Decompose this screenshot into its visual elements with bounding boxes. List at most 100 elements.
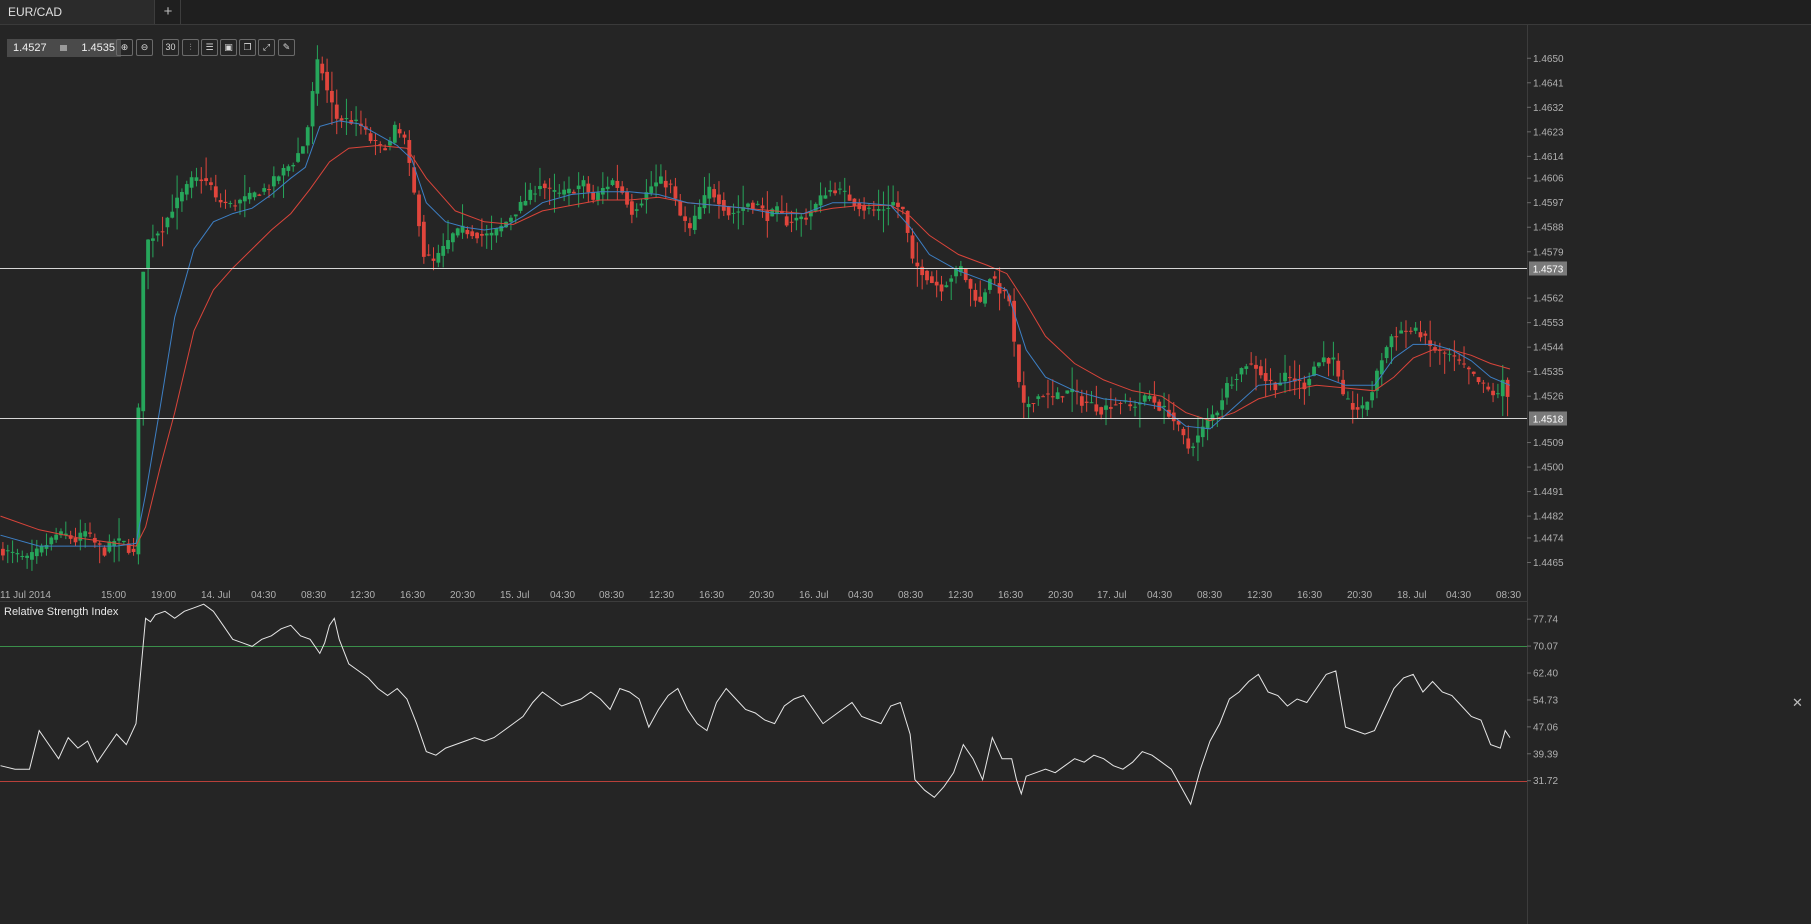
candle-body [538, 186, 542, 190]
timeframe-button[interactable]: 30 [162, 39, 179, 56]
candle-body [1302, 382, 1307, 390]
candle-body [750, 202, 755, 209]
expand-icon[interactable]: ⤢ [258, 39, 275, 56]
add-tab-button[interactable]: + [156, 0, 181, 24]
candle-body [388, 140, 392, 146]
candle-body [450, 233, 455, 243]
candle-body [649, 186, 654, 194]
x-tick-label: 08:30 [599, 590, 624, 601]
candle-body [397, 129, 402, 134]
candle-body [567, 188, 571, 194]
candle-body [446, 240, 450, 250]
candle-body [1491, 390, 1495, 396]
candle-body [1036, 396, 1041, 399]
candle-body [213, 186, 218, 198]
candle-body [683, 216, 687, 221]
candle-body [1055, 392, 1060, 399]
candle-body [402, 134, 407, 138]
candle-body [654, 182, 658, 187]
candle-body [300, 146, 305, 154]
x-tick-label: 04:30 [251, 590, 276, 601]
chart-settings-icon[interactable]: ▣ [220, 39, 237, 56]
x-tick-label: 12:30 [948, 590, 973, 601]
candle-body [34, 548, 39, 557]
candle-body [987, 279, 992, 290]
candle-body [1220, 400, 1225, 410]
candle-body [1084, 401, 1089, 403]
candle-body [644, 192, 649, 200]
candle-body [591, 191, 596, 200]
candle-body [954, 268, 958, 277]
candle-body [1152, 396, 1157, 403]
indicators-icon[interactable]: ☰ [201, 39, 218, 56]
candle-body [712, 189, 717, 198]
close-indicator-icon[interactable]: ✕ [1792, 695, 1803, 710]
y-tick-label: 1.4553 [1533, 318, 1564, 329]
candle-body [1104, 405, 1108, 410]
candle-body [886, 207, 891, 209]
candle-body [1026, 403, 1031, 408]
candle-body [765, 210, 770, 221]
candle-body [1046, 393, 1050, 395]
candle-body [997, 283, 1002, 294]
candle-body [900, 206, 905, 210]
candle-body [310, 91, 315, 127]
candle-body [625, 191, 629, 205]
candle-body [1108, 407, 1113, 409]
candle-body [334, 104, 339, 119]
candle-body [88, 532, 92, 534]
candle-body [1312, 366, 1316, 376]
candle-body [1239, 368, 1244, 375]
candle-body [112, 541, 117, 547]
rsi-y-tick-label: 70.07 [1533, 642, 1558, 653]
candle-body [673, 186, 678, 199]
zoom-out-icon[interactable]: ⊖ [136, 39, 153, 56]
candle-body [1, 548, 5, 556]
candle-body [189, 177, 194, 188]
candle-body [489, 232, 494, 236]
y-tick-label: 1.4474 [1533, 533, 1564, 544]
bid-price: 1.4527 [13, 42, 47, 54]
x-tick-label: 08:30 [898, 590, 923, 601]
draw-tool-icon[interactable]: ✎ [278, 39, 295, 56]
x-tick-label: 04:30 [550, 590, 575, 601]
candle-body [634, 209, 639, 211]
chart-type-icon[interactable]: ⫶ [182, 39, 199, 56]
candle-body [571, 191, 576, 194]
y-tick-label: 1.4500 [1533, 463, 1564, 474]
candle-body [1404, 330, 1408, 332]
candle-body [688, 223, 692, 229]
candle-body [25, 555, 30, 558]
candle-body [668, 183, 673, 185]
candle-body [1428, 340, 1433, 347]
candle-body [775, 206, 779, 214]
candle-body [412, 167, 417, 193]
candle-body [1200, 426, 1205, 438]
candle-body [746, 203, 750, 207]
tab-bar: EUR/CAD + [0, 0, 1811, 25]
candle-body [233, 205, 238, 207]
candle-body [15, 553, 20, 555]
candle-body [354, 119, 359, 121]
candle-body [741, 207, 746, 211]
tab-eurcad[interactable]: EUR/CAD [0, 0, 155, 24]
candle-body [97, 543, 102, 545]
candle-body [146, 239, 150, 269]
candle-body [639, 203, 644, 206]
x-tick-label: 16:30 [998, 590, 1023, 601]
templates-icon[interactable]: ❐ [239, 39, 256, 56]
candle-body [267, 189, 271, 191]
zoom-in-icon[interactable]: ⊕ [116, 39, 133, 56]
candle-body [542, 183, 547, 189]
candle-body [842, 190, 847, 192]
candle-body [528, 189, 533, 200]
candle-body [30, 552, 34, 560]
candle-body [504, 221, 508, 228]
candle-body [896, 202, 900, 207]
candle-body [1394, 336, 1399, 338]
candle-body [247, 192, 252, 200]
candle-body [242, 196, 247, 202]
x-tick-label: 18. Jul [1397, 590, 1426, 601]
candle-body [1287, 377, 1292, 379]
